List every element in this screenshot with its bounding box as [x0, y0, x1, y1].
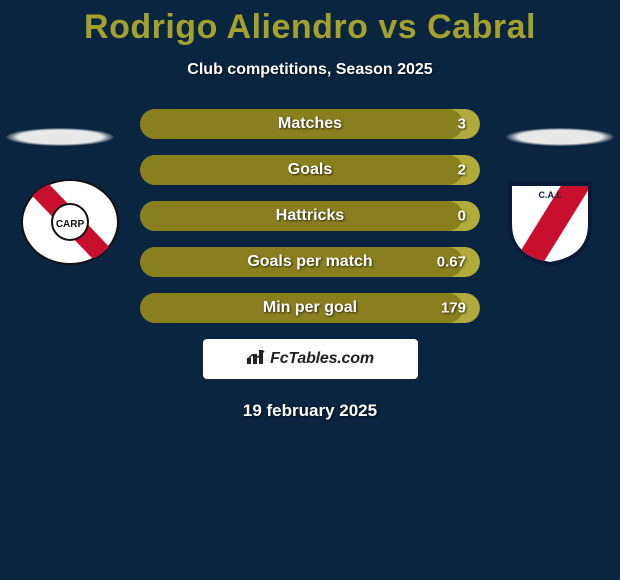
stat-label: Min per goal	[263, 299, 357, 317]
stat-value: 3	[458, 116, 466, 133]
player-shadow-left	[6, 128, 114, 146]
svg-text:C.A.I.: C.A.I.	[538, 190, 561, 200]
stat-label: Matches	[278, 115, 342, 133]
club-crest-left: CARP	[20, 178, 120, 266]
brand-badge: FcTables.com	[203, 339, 418, 379]
subtitle: Club competitions, Season 2025	[0, 61, 620, 79]
bars-icon	[246, 349, 266, 370]
stat-label: Goals	[288, 161, 332, 179]
brand-text: FcTables.com	[270, 350, 374, 368]
club-crest-right: C.A.I.	[500, 178, 600, 266]
stat-label: Goals per match	[247, 253, 372, 271]
stat-value: 0	[458, 208, 466, 225]
stat-row: Goals 2	[140, 155, 480, 185]
player-shadow-right	[506, 128, 614, 146]
svg-text:CARP: CARP	[56, 219, 85, 230]
stat-row: Min per goal 179	[140, 293, 480, 323]
date-text: 19 february 2025	[0, 401, 620, 421]
page-title: Rodrigo Aliendro vs Cabral	[0, 0, 620, 47]
stat-row: Hattricks 0	[140, 201, 480, 231]
stats-container: Matches 3 Goals 2 Hattricks 0 Goals per match 0…	[140, 109, 480, 323]
stat-row: Matches 3	[140, 109, 480, 139]
stat-row: Goals per match 0.67	[140, 247, 480, 277]
stat-value: 179	[441, 300, 466, 317]
stat-label: Hattricks	[276, 207, 344, 225]
stat-value: 0.67	[437, 254, 466, 271]
stat-value: 2	[458, 162, 466, 179]
